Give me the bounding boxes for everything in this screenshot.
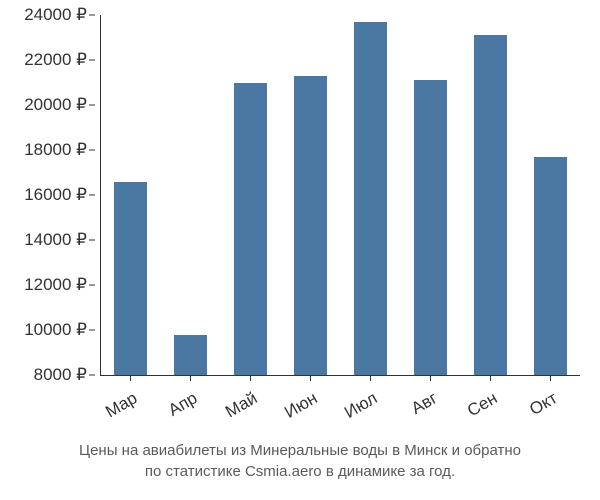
y-tick-label: 10000 ₽ bbox=[24, 320, 87, 340]
x-tick-label: Авг bbox=[408, 388, 441, 419]
bar bbox=[354, 22, 387, 375]
y-tick-label: 20000 ₽ bbox=[24, 95, 87, 115]
y-tick-label: 8000 ₽ bbox=[34, 365, 87, 385]
y-tick-label: 12000 ₽ bbox=[24, 275, 87, 295]
x-tick-mark bbox=[490, 375, 491, 381]
bar bbox=[474, 35, 507, 375]
caption-line-1: Цены на авиабилеты из Минеральные воды в… bbox=[10, 440, 590, 461]
y-tick-mark bbox=[89, 60, 95, 61]
x-tick-mark bbox=[550, 375, 551, 381]
y-tick-mark bbox=[89, 240, 95, 241]
x-tick-label: Июл bbox=[341, 388, 381, 423]
y-tick-mark bbox=[89, 150, 95, 151]
y-tick-mark bbox=[89, 105, 95, 106]
y-tick-label: 18000 ₽ bbox=[24, 140, 87, 160]
x-tick-label: Окт bbox=[526, 388, 561, 420]
x-tick-mark bbox=[370, 375, 371, 381]
chart-caption: Цены на авиабилеты из Минеральные воды в… bbox=[0, 440, 600, 482]
x-tick-label: Мар bbox=[102, 388, 141, 422]
bar bbox=[234, 83, 267, 376]
plot-area bbox=[100, 15, 580, 375]
x-tick-mark bbox=[190, 375, 191, 381]
y-tick-label: 22000 ₽ bbox=[24, 50, 87, 70]
y-tick-mark bbox=[89, 375, 95, 376]
caption-line-2: по статистике Csmia.aero в динамике за г… bbox=[10, 461, 590, 482]
y-tick-mark bbox=[89, 15, 95, 16]
x-tick-label: Июн bbox=[281, 388, 321, 423]
y-tick-label: 14000 ₽ bbox=[24, 230, 87, 250]
x-tick-label: Сен bbox=[464, 388, 501, 421]
bar bbox=[414, 80, 447, 375]
y-axis: 8000 ₽10000 ₽12000 ₽14000 ₽16000 ₽18000 … bbox=[0, 15, 95, 375]
y-tick-mark bbox=[89, 195, 95, 196]
y-tick-label: 16000 ₽ bbox=[24, 185, 87, 205]
y-tick-mark bbox=[89, 285, 95, 286]
x-tick-mark bbox=[250, 375, 251, 381]
bar-chart: 8000 ₽ 10000 ₽ 12000 ₽ 14000 ₽ 16000 ₽ 18000 … bbox=[0, 0, 600, 500]
x-tick-mark bbox=[310, 375, 311, 381]
x-tick-label: Май bbox=[222, 388, 261, 422]
x-tick-mark bbox=[430, 375, 431, 381]
y-tick-mark bbox=[89, 330, 95, 331]
bar bbox=[534, 157, 567, 375]
y-tick-label: 24000 ₽ bbox=[24, 5, 87, 25]
x-tick-label: Апр bbox=[165, 388, 201, 420]
x-axis: Мар Апр Май Июн Июл Авг Сен Окт bbox=[100, 375, 580, 435]
bar bbox=[294, 76, 327, 375]
x-tick-mark bbox=[130, 375, 131, 381]
bar bbox=[174, 335, 207, 376]
bar bbox=[114, 182, 147, 376]
